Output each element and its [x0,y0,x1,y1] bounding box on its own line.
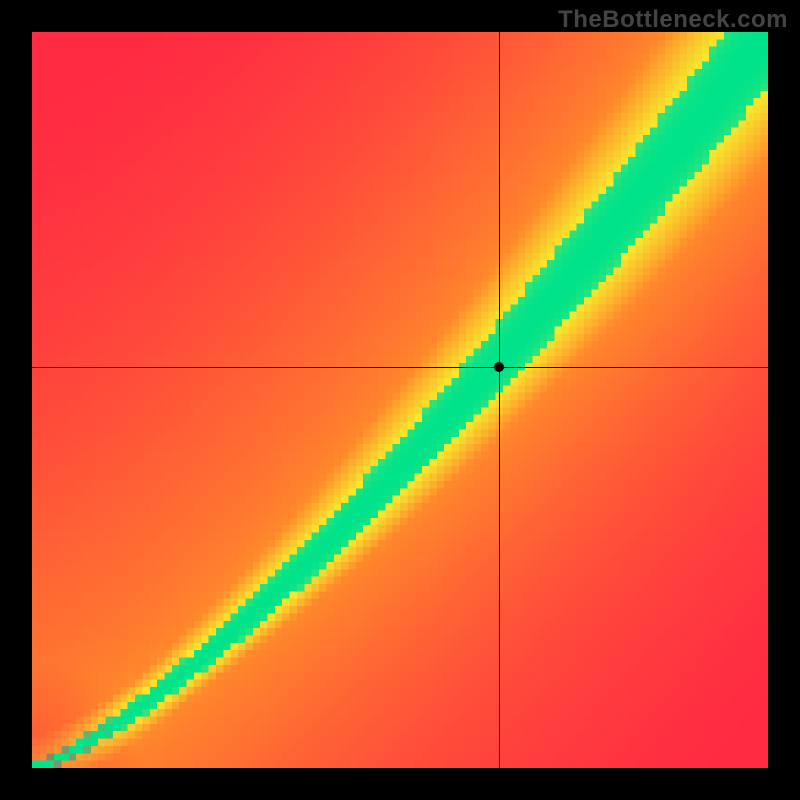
chart-container: TheBottleneck.com [0,0,800,800]
heatmap-plot [32,32,768,768]
crosshair-horizontal [32,367,768,368]
heatmap-canvas [32,32,768,768]
crosshair-vertical [499,32,500,768]
watermark-text: TheBottleneck.com [558,6,788,34]
marker-dot [494,362,504,372]
